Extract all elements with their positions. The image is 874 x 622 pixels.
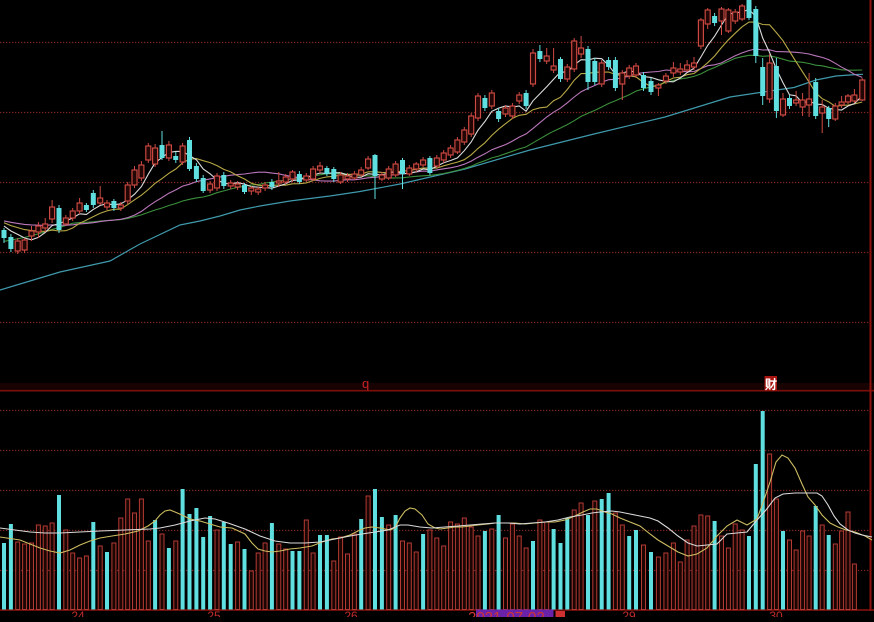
svg-text:2021-07-02: 2021-07-02 (468, 609, 545, 617)
svg-text:26: 26 (344, 609, 358, 617)
svg-text:财: 财 (764, 377, 777, 392)
svg-text:q: q (362, 376, 369, 391)
svg-text:30: 30 (769, 609, 783, 617)
svg-text:25: 25 (207, 609, 221, 617)
svg-text:29: 29 (622, 609, 636, 617)
svg-text:24: 24 (71, 609, 85, 617)
